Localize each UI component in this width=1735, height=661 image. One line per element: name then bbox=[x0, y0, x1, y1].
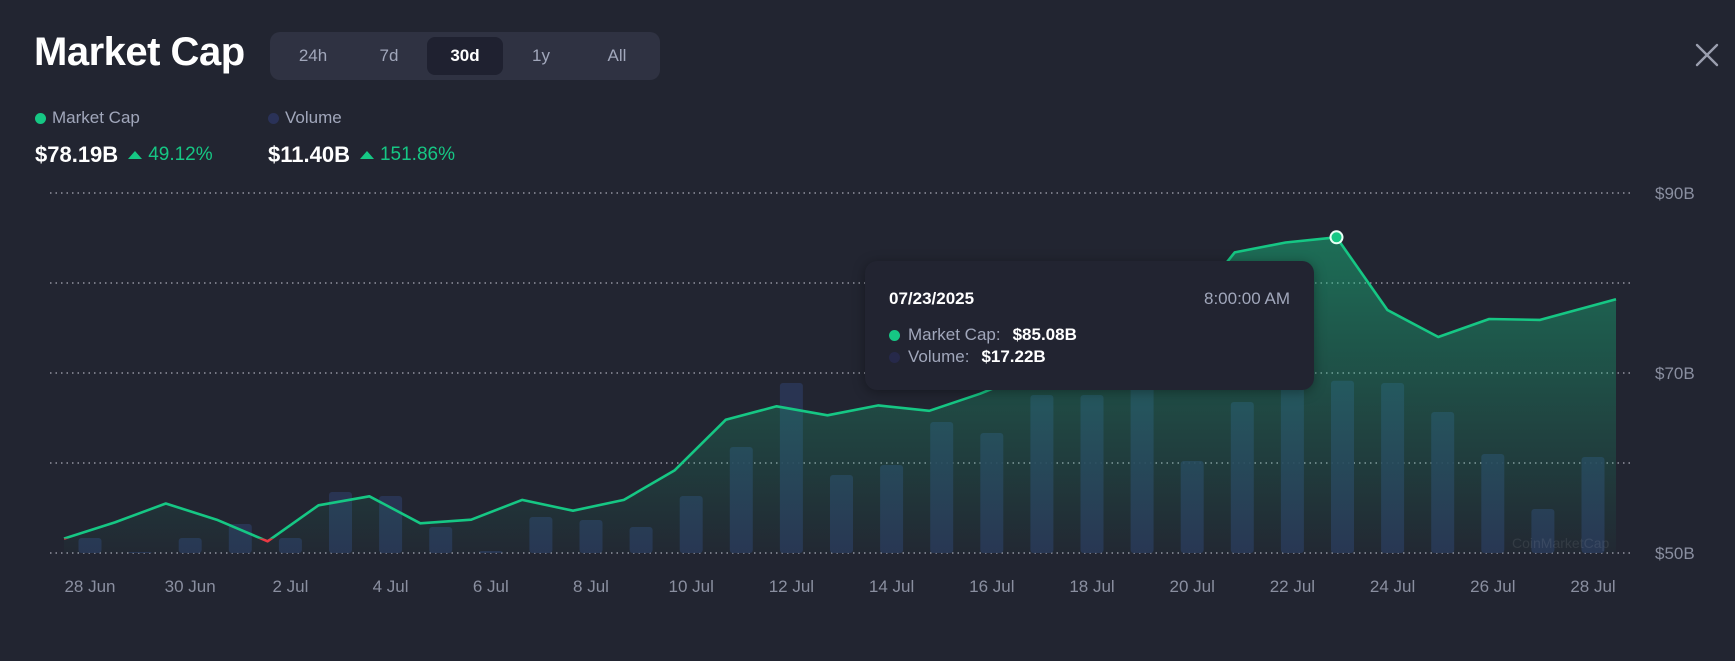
tooltip-date: 07/23/2025 bbox=[889, 289, 975, 308]
volume-stat: $11.40B 151.86% bbox=[268, 142, 455, 168]
volume-dot-icon bbox=[268, 112, 279, 124]
market-cap-stat: $78.19B 49.12% bbox=[35, 142, 213, 168]
caret-up-icon bbox=[128, 151, 143, 159]
market-cap-dot-icon bbox=[889, 329, 900, 341]
legend-market-cap[interactable]: Market Cap bbox=[35, 108, 140, 128]
market-cap-value: $78.19B bbox=[35, 142, 119, 167]
volume-dot-icon bbox=[889, 351, 900, 363]
x-tick-label: 22 Jul bbox=[1270, 577, 1315, 596]
watermark-logo: CoinMarketCap bbox=[1512, 535, 1609, 551]
x-tick-label: 28 Jul bbox=[1570, 577, 1615, 596]
x-tick-label: 18 Jul bbox=[1069, 577, 1114, 596]
legend-volume[interactable]: Volume bbox=[268, 108, 342, 128]
tab-30d[interactable]: 30d bbox=[427, 37, 503, 75]
tooltip-market-cap-value: $85.08B bbox=[1012, 325, 1077, 344]
x-tick-label: 30 Jun bbox=[165, 577, 216, 596]
x-tick-label: 8 Jul bbox=[573, 577, 609, 596]
market-cap-change: 49.12% bbox=[128, 144, 213, 166]
market-cap-area bbox=[64, 237, 1616, 553]
x-tick-label: 14 Jul bbox=[869, 577, 914, 596]
close-icon[interactable] bbox=[1694, 42, 1720, 68]
tooltip-volume-row: Volume: $17.22B bbox=[889, 347, 1046, 367]
tooltip-volume-value: $17.22B bbox=[981, 347, 1046, 366]
tab-1y[interactable]: 1y bbox=[532, 46, 550, 65]
x-tick-label: 4 Jul bbox=[373, 577, 409, 596]
tooltip-volume-label: Volume: bbox=[908, 347, 970, 366]
tooltip-market-cap-row: Market Cap: $85.08B bbox=[889, 325, 1077, 345]
tooltip-time: 8:00:00 AM bbox=[1203, 289, 1290, 308]
x-tick-label: 20 Jul bbox=[1170, 577, 1215, 596]
x-tick-label: 26 Jul bbox=[1470, 577, 1515, 596]
x-tick-label: 24 Jul bbox=[1370, 577, 1415, 596]
chart-tooltip: 07/23/2025 8:00:00 AM Market Cap: $85.08… bbox=[865, 261, 1314, 390]
legend-market-cap-label: Market Cap bbox=[52, 108, 140, 127]
x-tick-label: 28 Jun bbox=[64, 577, 115, 596]
tooltip-market-cap-label: Market Cap: bbox=[908, 325, 1001, 344]
time-range-tabs: 24h 7d 30d 1y All bbox=[270, 32, 660, 80]
y-tick-label: $70B bbox=[1655, 364, 1695, 383]
y-tick-label: $90B bbox=[1655, 184, 1695, 203]
caret-up-icon bbox=[359, 151, 374, 159]
x-tick-label: 12 Jul bbox=[769, 577, 814, 596]
market-cap-dot-icon bbox=[35, 112, 46, 124]
hover-point bbox=[1329, 230, 1344, 245]
x-tick-label: 10 Jul bbox=[669, 577, 714, 596]
volume-change: 151.86% bbox=[359, 144, 455, 166]
tab-7d[interactable]: 7d bbox=[379, 46, 399, 65]
y-tick-label: $50B bbox=[1655, 544, 1695, 563]
volume-change-text: 151.86% bbox=[379, 144, 455, 165]
tab-all[interactable]: All bbox=[607, 46, 627, 65]
x-tick-label: 16 Jul bbox=[969, 577, 1014, 596]
market-cap-change-text: 49.12% bbox=[148, 144, 213, 165]
page-title: Market Cap bbox=[34, 30, 245, 74]
legend-volume-label: Volume bbox=[285, 108, 342, 127]
tab-24h[interactable]: 24h bbox=[298, 46, 328, 65]
volume-value: $11.40B bbox=[268, 142, 350, 167]
x-tick-label: 2 Jul bbox=[272, 577, 308, 596]
x-tick-label: 6 Jul bbox=[473, 577, 509, 596]
